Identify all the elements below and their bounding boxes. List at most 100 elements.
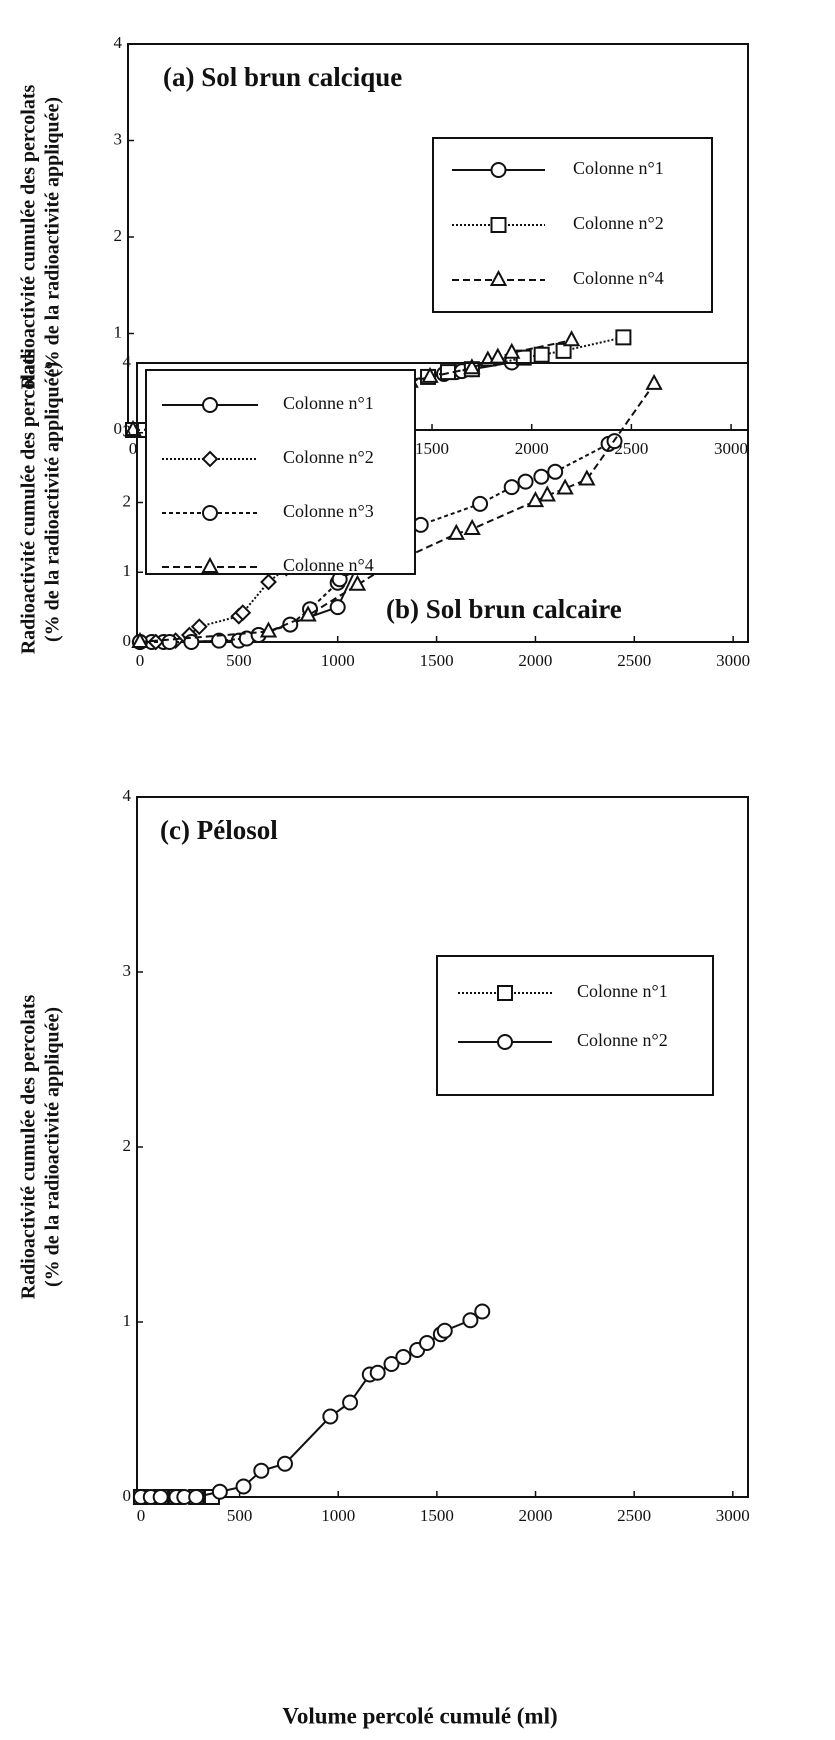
legend-label: Colonne n°2 bbox=[577, 1030, 668, 1050]
y-tick-label: 1 bbox=[114, 322, 123, 341]
marker-circle bbox=[161, 634, 178, 650]
x-tick-label: 2500 bbox=[614, 439, 648, 458]
x-tick-label: 2000 bbox=[515, 439, 549, 458]
marker-circle bbox=[235, 1478, 252, 1495]
y-axis-label: (% de la radioactivité appliquée) bbox=[42, 1007, 64, 1287]
x-tick-label: 1000 bbox=[321, 651, 355, 670]
marker-circle bbox=[436, 1322, 453, 1339]
legend-label: Colonne n°2 bbox=[283, 447, 374, 467]
chart-title: (b) Sol brun calcaire bbox=[386, 594, 622, 624]
x-tick-label: 1000 bbox=[321, 1506, 355, 1525]
y-tick-label: 3 bbox=[123, 961, 132, 980]
marker-triangle bbox=[421, 366, 439, 383]
legend-label: Colonne n°1 bbox=[573, 158, 664, 178]
legend-label: Colonne n°2 bbox=[573, 213, 664, 233]
marker-circle bbox=[342, 1394, 359, 1411]
marker-triangle bbox=[503, 342, 521, 359]
x-tick-label: 2500 bbox=[617, 1506, 651, 1525]
x-tick-label: 2000 bbox=[518, 651, 552, 670]
legend-box bbox=[436, 955, 714, 1096]
marker-triangle bbox=[489, 269, 508, 286]
x-tick-label: 2500 bbox=[617, 651, 651, 670]
marker-circle bbox=[503, 479, 520, 496]
legend-label: Colonne n°4 bbox=[283, 555, 374, 575]
marker-circle bbox=[202, 397, 218, 413]
marker-triangle bbox=[463, 358, 481, 375]
y-tick-label: 2 bbox=[123, 1136, 132, 1155]
marker-circle bbox=[329, 599, 346, 616]
y-axis-label: Radioactivité cumulée des percolats bbox=[18, 85, 40, 390]
marker-triangle bbox=[526, 490, 545, 508]
marker-circle bbox=[369, 1364, 386, 1381]
x-tick-label: 2000 bbox=[519, 1506, 553, 1525]
legend-label: Colonne n°3 bbox=[283, 501, 374, 521]
x-tick-label: 3000 bbox=[716, 651, 750, 670]
marker-triangle bbox=[645, 373, 663, 390]
y-tick-label: 3 bbox=[114, 129, 123, 148]
marker-circle bbox=[490, 162, 507, 178]
y-tick-label: 4 bbox=[123, 786, 132, 805]
x-tick-label: 1500 bbox=[420, 1506, 454, 1525]
marker-circle bbox=[152, 1489, 169, 1505]
chart-title: (a) Sol brun calcique bbox=[163, 62, 402, 92]
marker-triangle bbox=[201, 556, 219, 573]
marker-triangle bbox=[538, 485, 556, 502]
legend-box bbox=[145, 369, 416, 575]
x-tick-label: 1500 bbox=[415, 439, 449, 458]
marker-triangle bbox=[348, 574, 367, 591]
plot-frame bbox=[136, 796, 749, 1498]
y-tick-label: 2 bbox=[123, 491, 132, 510]
x-tick-label: 0 bbox=[129, 439, 138, 458]
marker-circle bbox=[383, 1356, 400, 1372]
x-tick-label: 1500 bbox=[420, 651, 454, 670]
marker-triangle bbox=[447, 523, 466, 540]
marker-triangle bbox=[131, 631, 149, 648]
x-tick-label: 0 bbox=[136, 651, 145, 670]
y-tick-label: 3 bbox=[123, 422, 132, 441]
marker-triangle bbox=[463, 518, 481, 536]
marker-circle bbox=[419, 1335, 436, 1351]
y-axis-label: Radioactivité cumulée des percolats bbox=[18, 995, 40, 1300]
marker-square bbox=[615, 329, 632, 346]
marker-circle bbox=[547, 463, 564, 480]
y-tick-label: 0 bbox=[114, 419, 123, 438]
marker-circle bbox=[462, 1312, 479, 1329]
marker-diamond bbox=[201, 450, 219, 468]
marker-triangle bbox=[556, 478, 574, 495]
legend-label: Colonne n°4 bbox=[573, 268, 664, 288]
marker-circle bbox=[517, 473, 534, 490]
x-tick-label: 3000 bbox=[714, 439, 748, 458]
y-tick-label: 1 bbox=[123, 561, 132, 580]
marker-square bbox=[555, 342, 572, 359]
marker-square bbox=[533, 346, 550, 363]
legend-label: Colonne n°1 bbox=[577, 981, 668, 1001]
marker-circle bbox=[211, 1483, 228, 1500]
legend-box bbox=[432, 137, 713, 313]
y-tick-label: 2 bbox=[114, 226, 123, 245]
y-tick-label: 4 bbox=[123, 352, 132, 371]
marker-circle bbox=[474, 1303, 491, 1320]
marker-circle bbox=[276, 1455, 293, 1472]
y-tick-label: 0 bbox=[123, 631, 132, 650]
marker-triangle bbox=[259, 621, 278, 638]
marker-circle bbox=[188, 1489, 205, 1505]
y-tick-label: 0 bbox=[123, 1486, 132, 1505]
chart-title: (c) Pélosol bbox=[160, 815, 278, 845]
marker-circle bbox=[533, 468, 550, 485]
marker-diamond bbox=[234, 604, 252, 622]
x-tick-label: 0 bbox=[137, 1506, 146, 1525]
marker-circle bbox=[395, 1349, 412, 1365]
marker-diamond bbox=[190, 618, 208, 636]
marker-triangle bbox=[578, 469, 596, 486]
marker-triangle bbox=[299, 605, 317, 622]
marker-square bbox=[490, 217, 507, 233]
x-tick-label: 500 bbox=[227, 1506, 253, 1525]
marker-triangle bbox=[562, 330, 581, 347]
y-axis-label: Radioactivité cumulée des percolats bbox=[18, 350, 40, 655]
marker-circle bbox=[211, 632, 228, 649]
marker-circle bbox=[202, 505, 218, 521]
x-tick-label: 500 bbox=[226, 651, 252, 670]
marker-circle bbox=[322, 1408, 339, 1425]
marker-square bbox=[497, 985, 513, 1001]
